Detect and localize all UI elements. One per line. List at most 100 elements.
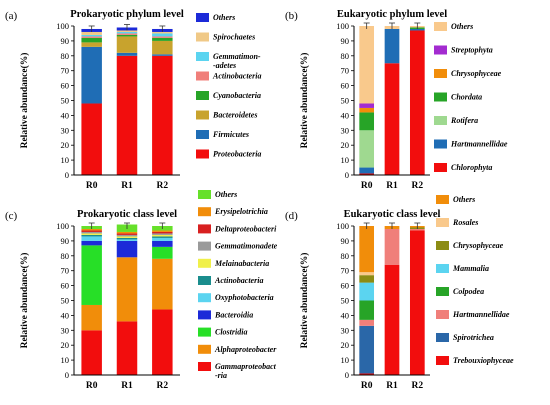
legend-label-line: -ria	[215, 371, 227, 380]
bar-segment-r0-0	[359, 173, 375, 175]
legend-label: Spirotrichea	[453, 333, 494, 342]
legend-label: Actinobacteria	[212, 72, 261, 81]
chart-title: Eukaryotic class level	[344, 209, 441, 220]
bar-segment-r2-1	[152, 54, 173, 56]
bar-segment-r2-5	[152, 33, 173, 37]
bar-segment-r0-7	[81, 231, 102, 234]
legend-swatch	[196, 13, 209, 22]
bar-segment-r0-2	[81, 42, 102, 47]
x-tick-label: R2	[157, 381, 169, 391]
chart-title: Prokaryotic class level	[77, 209, 177, 220]
legend-label: Spirochaetes	[213, 33, 255, 42]
legend-label-line: Bacteroidia	[214, 310, 253, 319]
bar-segment-r1-4	[116, 33, 138, 35]
y-tick-label: 90	[341, 36, 350, 46]
y-tick-label: 100	[56, 21, 69, 31]
legend-label-line: Chlorophyta	[451, 163, 492, 172]
legend-label-line: Others	[215, 190, 237, 199]
x-tick-label: R1	[386, 381, 398, 391]
panel-label: (a)	[5, 10, 18, 22]
bar-segment-r1-3	[116, 240, 138, 258]
x-tick-label: R0	[86, 181, 98, 191]
legend-label: Proteobacteria	[213, 150, 261, 159]
legend-label: Others	[453, 195, 475, 204]
y-tick-label: 30	[61, 125, 70, 135]
bar-segment-r2-9	[152, 230, 173, 232]
legend-label: Rotifera	[450, 116, 478, 125]
bar-segment-r2-4	[152, 237, 173, 241]
bar-segment-r0-4	[81, 36, 102, 38]
x-tick-label: R1	[121, 381, 133, 391]
legend-swatch	[434, 163, 447, 172]
legend-swatch	[434, 22, 447, 31]
bar-segment-r1-5	[116, 237, 138, 240]
legend-label: Streptophyta	[451, 46, 493, 55]
panel-label: (c)	[5, 210, 18, 222]
legend-label-line: Melainabacteria	[214, 259, 269, 268]
bar-segment-r1-1	[116, 52, 138, 56]
legend-swatch	[198, 310, 211, 320]
legend-label: Others	[451, 22, 473, 31]
bar-segment-r1-0	[384, 63, 400, 175]
legend-label: Bacteroidia	[214, 310, 253, 319]
legend-label-line: Mammalia	[452, 264, 489, 273]
legend-swatch	[436, 241, 449, 250]
legend-label: Oxyphotobacteria	[215, 293, 274, 302]
legend-swatch	[436, 218, 449, 227]
panel-0: Prokaryotic phylum level (a) Relative abun…	[5, 9, 261, 191]
y-tick-label: 60	[341, 81, 350, 91]
legend-swatch	[198, 207, 211, 217]
x-tick-label: R0	[361, 381, 373, 391]
y-tick-label: 80	[341, 251, 350, 261]
y-tick-label: 90	[61, 236, 70, 246]
legend-label: Chlorophyta	[451, 163, 492, 172]
bar-segment-r0-6	[81, 233, 102, 235]
legend-label: Hartmannellidae	[450, 140, 508, 149]
bar-segment-r0-1	[81, 46, 102, 104]
y-tick-label: 100	[336, 21, 349, 31]
bar-segment-r0-6	[81, 31, 102, 35]
bar-segment-r0-4	[359, 107, 375, 113]
bar-segment-r0-0	[81, 330, 102, 375]
legend-swatch	[198, 190, 211, 199]
bar-segment-r0-6	[359, 272, 375, 276]
y-tick-label: 20	[341, 340, 350, 350]
legend-swatch	[434, 69, 447, 78]
legend-label-line: Oxyphotobacteria	[215, 293, 274, 302]
y-tick-label: 10	[61, 155, 70, 165]
bar-segment-r2-4	[152, 36, 173, 38]
bar-segment-r1-3	[116, 34, 138, 37]
legend-label: Chordata	[451, 93, 482, 102]
legend-label: Others	[215, 190, 237, 199]
legend-label-line: Deltaproteobacteri	[214, 224, 277, 233]
legend-swatch	[196, 52, 209, 61]
legend-swatch	[436, 333, 449, 342]
panel-label: (d)	[285, 210, 298, 222]
legend-label: Cyanobacteria	[213, 91, 261, 100]
legend-label-line: Streptophyta	[451, 46, 493, 55]
bar-segment-r0-1	[359, 167, 375, 174]
x-tick-label: R0	[86, 381, 98, 391]
legend-label: Chrysophyceae	[453, 241, 504, 250]
legend-label-line: Spirotrichea	[453, 333, 494, 342]
bar-segment-r0-3	[81, 37, 102, 43]
y-axis-label: Relative abundance(%)	[19, 253, 30, 349]
legend-label-line: Actinobacteria	[212, 72, 261, 81]
bar-segment-r0-4	[81, 236, 102, 241]
bar-segment-r2-5	[152, 236, 173, 238]
y-axis-label: Relative abundance(%)	[299, 253, 310, 349]
y-tick-label: 30	[61, 325, 70, 335]
legend-swatch	[196, 91, 209, 100]
bar-segment-r0-2	[359, 319, 375, 326]
legend-label: Chrysophyceae	[451, 69, 502, 78]
legend-swatch	[196, 32, 209, 42]
legend-label-line: Cyanobacteria	[213, 91, 261, 100]
y-tick-label: 0	[65, 170, 69, 180]
chart-title: Eukaryotic phylum level	[337, 9, 447, 20]
bar-segment-r0-2	[359, 130, 375, 168]
legend-swatch	[436, 264, 449, 273]
y-tick-label: 50	[341, 96, 350, 106]
y-tick-label: 30	[341, 325, 350, 335]
legend-swatch	[196, 149, 209, 159]
legend-label-line: Trebouxiophyceae	[453, 356, 514, 365]
